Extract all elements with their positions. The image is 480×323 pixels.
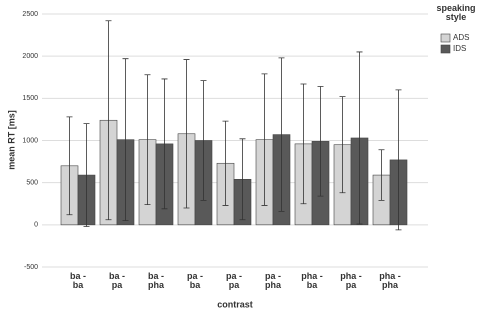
error-bar [144,74,151,205]
error-bar [200,80,207,201]
x-tick-label: pa - pa [225,271,242,291]
x-tick-label: pa - pha [264,271,281,291]
error-bar [222,120,229,206]
y-axis-label: mean RT [ms] [6,110,16,170]
error-bar [183,59,190,209]
error-bar [317,86,324,197]
x-tick-label: ba - pha [147,271,164,291]
y-tick-label: 500 [26,180,38,187]
legend-title: speaking style [436,3,476,23]
error-bar [83,123,90,227]
error-bar [161,78,168,210]
x-tick-label: pha - ba [301,271,323,291]
legend-swatch [440,33,451,43]
y-tick-label: 0 [34,222,38,229]
y-tick-label: 1000 [22,137,38,144]
x-tick-label: ba - ba [69,271,86,291]
error-bar [261,73,268,206]
x-tick-label: pha - pha [379,271,401,291]
y-tick-label: 2000 [22,53,38,60]
x-axis-label: contrast [217,299,253,309]
legend-swatch [440,44,451,54]
error-bar [278,57,285,212]
error-bar [66,116,73,216]
error-bar [395,89,402,231]
y-tick-label: 1500 [22,95,38,102]
x-tick-label: ba - pa [108,271,125,291]
error-bar [378,149,385,201]
y-tick-label: 2500 [22,11,38,18]
error-bar [239,138,246,221]
y-tick-label: -500 [24,264,38,271]
legend-label: ADS [453,33,469,42]
error-bar [122,58,129,222]
x-tick-label: pa - ba [186,271,203,291]
legend-label: IDS [453,44,466,53]
error-bar [339,96,346,194]
error-bar [105,20,112,221]
error-bar [356,51,363,225]
error-bar [300,83,307,205]
x-tick-label: pha - pa [340,271,362,291]
